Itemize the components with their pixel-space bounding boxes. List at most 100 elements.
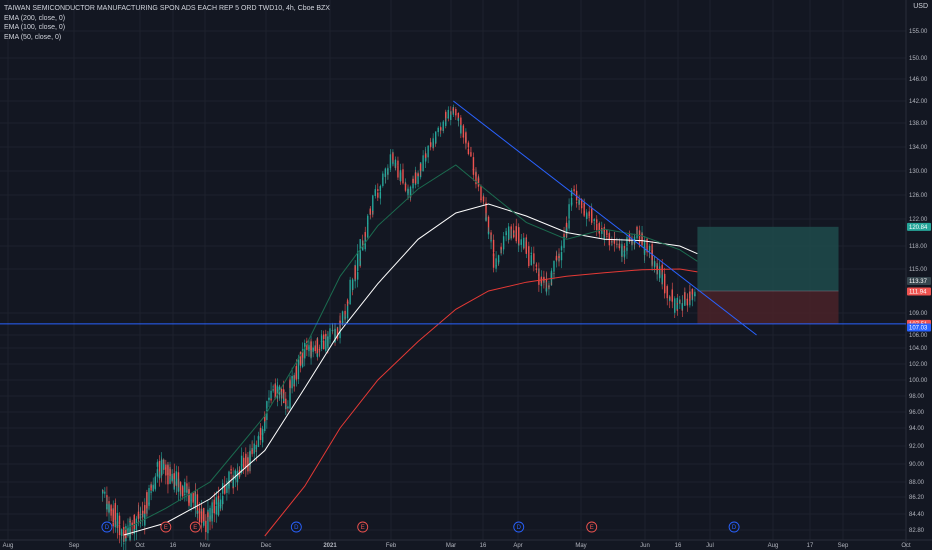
candle-body-411: [490, 239, 492, 242]
candle-body-123: [209, 507, 211, 520]
event-marker-3[interactable]: [290, 521, 302, 533]
price-tick-19: 92.00: [909, 444, 925, 450]
legend-ema100[interactable]: EMA (100, close, 0): [4, 24, 66, 32]
event-marker-1[interactable]: [160, 521, 172, 533]
candle-body-250: [320, 335, 323, 342]
candle-body-137: [221, 495, 224, 505]
candle-body-507: [591, 214, 593, 223]
candle-body-2: [102, 491, 104, 494]
candle-body-395: [472, 169, 475, 175]
candle-body-132: [217, 502, 220, 516]
candle-body-392: [470, 152, 472, 157]
candle-body-404: [482, 196, 485, 202]
candle-body-437: [518, 227, 520, 246]
candle-body-214: [289, 379, 291, 388]
candle-body-104: [192, 499, 194, 503]
candle-body-52: [146, 491, 148, 509]
legend-ema50[interactable]: EMA (50, close, 0): [4, 33, 62, 41]
candle-body-477: [560, 252, 563, 261]
event-marker-7[interactable]: [728, 521, 740, 533]
candle-body-447: [528, 246, 530, 267]
candle-body-109: [196, 510, 199, 514]
candle-body-300: [372, 195, 374, 212]
candle-body-514: [598, 223, 600, 234]
candle-body-384: [462, 125, 465, 137]
candle-body-61: [154, 476, 157, 490]
candle-body-333: [407, 189, 409, 191]
candle-body-454: [535, 268, 538, 270]
candle-body-188: [266, 401, 268, 409]
candle-body-14: [112, 522, 114, 527]
candle-body-435: [515, 226, 517, 242]
currency-label[interactable]: USD: [913, 3, 928, 10]
price-axis[interactable]: 155.00 150.00 146.00 142.00 138.00 134.00 130.…: [909, 29, 928, 534]
price-tag-2: 111.94: [909, 289, 927, 295]
candle-body-183: [261, 429, 264, 435]
candle-body-278: [349, 279, 351, 303]
candle-body-4: [104, 492, 106, 494]
candle-body-535: [621, 244, 623, 257]
candle-body-442: [523, 237, 525, 247]
drawing-lines[interactable]: [0, 100, 906, 336]
ema200-line: [264, 268, 698, 537]
event-marker-4[interactable]: [357, 521, 369, 533]
candle-body-469: [550, 270, 553, 280]
event-marker-0[interactable]: [101, 521, 113, 533]
candle-body-30: [127, 527, 129, 531]
candles: [102, 104, 696, 550]
candle-body-207: [282, 399, 285, 401]
candle-body-550: [636, 226, 638, 230]
candle-body-561: [648, 245, 651, 251]
candle-body-311: [384, 168, 387, 178]
candle-body-95: [184, 482, 186, 493]
trendline[interactable]: [453, 100, 757, 336]
candle-body-204: [280, 396, 283, 398]
candle-body-238: [310, 341, 312, 351]
candle-body-266: [336, 328, 339, 339]
candle-body-88: [177, 480, 180, 482]
candle-body-450: [530, 252, 533, 255]
event-marker-2[interactable]: [189, 521, 201, 533]
symbol-title[interactable]: TAIWAN SEMICONDUCTOR MANUFACTURING SPON …: [4, 5, 330, 12]
candle-body-338: [412, 178, 414, 184]
time-tick-3: 16: [170, 543, 177, 549]
candle-body-354: [429, 142, 432, 147]
candle-body-267: [339, 320, 341, 339]
candle-body-428: [507, 226, 510, 239]
price-tick-14: 102.00: [909, 362, 928, 368]
candle-body-297: [369, 208, 371, 214]
candle-body-430: [510, 236, 512, 238]
candle-body-538: [623, 250, 626, 258]
legend-ema200[interactable]: EMA (200, close, 0): [4, 14, 66, 22]
candle-body-451: [533, 253, 535, 264]
candle-body-28: [125, 528, 127, 539]
price-tick-2: 146.00: [909, 77, 928, 83]
time-axis[interactable]: Aug Sep Oct 16 Nov Dec 2021 Feb Mar 16 Apr May Jun 16…: [3, 543, 911, 549]
candle-body-32: [129, 518, 131, 541]
candle-body-457: [538, 273, 540, 285]
candle-body-466: [548, 286, 550, 287]
candle-body-159: [240, 455, 243, 467]
price-tag-4: 107.03: [909, 325, 928, 331]
candle-body-464: [545, 288, 548, 292]
candle-body-432: [513, 230, 515, 233]
event-marker-5[interactable]: [513, 521, 525, 533]
candle-body-222: [297, 375, 300, 380]
candle-body-485: [568, 204, 570, 219]
candle-body-221: [295, 366, 298, 380]
candle-body-366: [442, 121, 444, 131]
time-tick-5: Dec: [261, 543, 272, 549]
candle-body-233: [306, 344, 308, 350]
candle-body-376: [452, 108, 455, 111]
stop-zone: [697, 291, 839, 324]
candle-body-114: [200, 511, 203, 523]
candle-body-316: [389, 154, 392, 169]
candle-body-173: [253, 443, 255, 451]
candle-body-92: [181, 487, 184, 497]
candle-body-426: [505, 231, 507, 235]
event-marker-6[interactable]: [586, 521, 598, 533]
candle-body-264: [334, 328, 336, 343]
